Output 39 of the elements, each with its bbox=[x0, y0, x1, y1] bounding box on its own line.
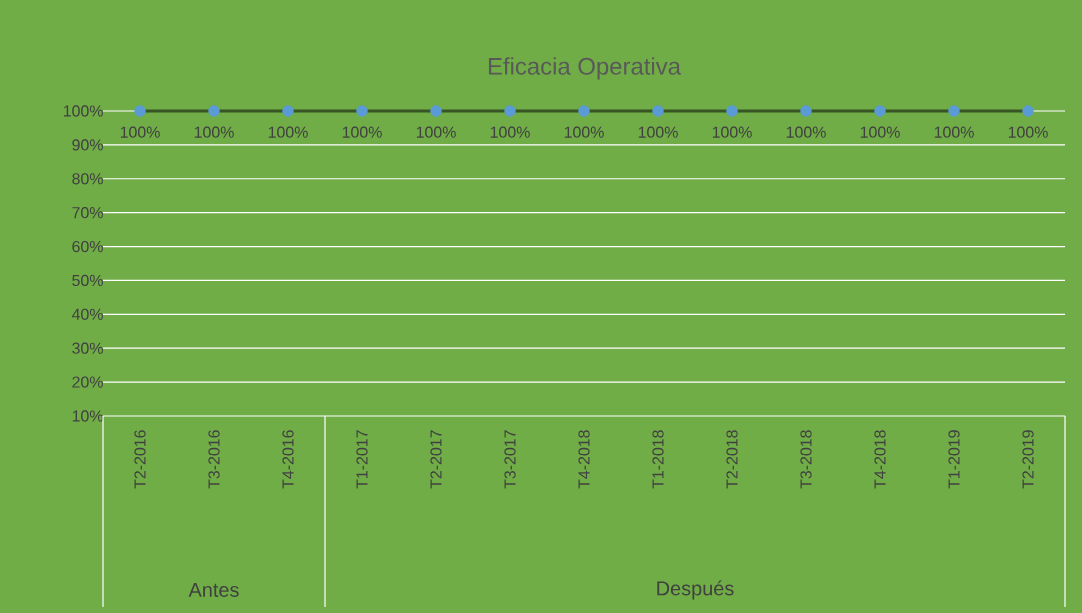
text: Antes bbox=[188, 583, 239, 597]
data-label: 100% bbox=[712, 126, 752, 138]
data-label: 100% bbox=[786, 126, 826, 138]
y-tick-label: 70% bbox=[72, 207, 103, 219]
y-tick-label: 10% bbox=[72, 410, 103, 422]
data-label: 100% bbox=[860, 126, 900, 138]
y-tick-label: 20% bbox=[72, 376, 103, 388]
x-tick-label: T3-2018 bbox=[800, 430, 812, 489]
x-tick-label: T1-2019 bbox=[948, 430, 960, 489]
data-label: 100% bbox=[342, 126, 382, 138]
x-tick-label: T1-2018 bbox=[652, 430, 664, 489]
data-label: 100% bbox=[268, 126, 308, 138]
y-tick-label: 40% bbox=[71, 308, 103, 320]
data-label: 100% bbox=[1008, 126, 1048, 138]
text: Después bbox=[657, 580, 734, 600]
data-label: 100% bbox=[638, 126, 678, 138]
data-label: 100% bbox=[416, 126, 456, 138]
y-tick-label: 50% bbox=[72, 274, 103, 287]
x-tick-label: T2-2017 bbox=[430, 430, 442, 489]
y-tick-label: 60% bbox=[72, 240, 103, 253]
x-tick-label: T3-2017 bbox=[504, 430, 516, 489]
x-tick-label: T4-2016 bbox=[282, 430, 294, 489]
data-label: 100% bbox=[120, 126, 160, 138]
x-tick-label: T2-2018 bbox=[726, 430, 738, 489]
data-label: 100% bbox=[564, 126, 604, 138]
data-label: 100% bbox=[490, 126, 530, 138]
y-tick-label: 100% bbox=[63, 105, 103, 117]
chart-title: Eficacia Operativa bbox=[488, 57, 681, 80]
y-tick-label: 30% bbox=[72, 342, 103, 354]
x-tick-label: T4-2018 bbox=[578, 430, 590, 489]
data-label: 100% bbox=[934, 126, 974, 138]
data-label: 100% bbox=[194, 126, 234, 138]
x-tick-label: T4-2018 bbox=[874, 430, 886, 489]
x-tick-label: T1-2017 bbox=[356, 430, 368, 489]
y-tick-label: 80% bbox=[72, 173, 103, 185]
y-tick-label: 90% bbox=[72, 139, 103, 151]
x-tick-label: T2-2016 bbox=[134, 430, 146, 489]
x-tick-label: T2-2019 bbox=[1022, 430, 1034, 489]
x-tick-label: T3-2016 bbox=[208, 430, 220, 489]
